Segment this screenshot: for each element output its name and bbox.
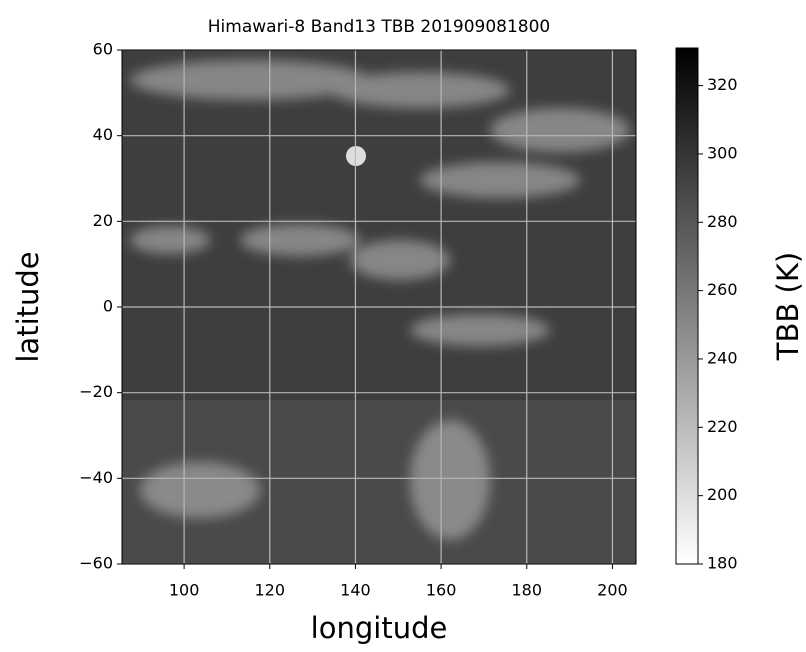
colorbar-tick-label: 220: [707, 417, 738, 436]
x-tick-label: 140: [340, 581, 371, 600]
y-axis-label: latitude: [11, 251, 45, 362]
y-tick-label: −40: [79, 468, 113, 487]
x-axis-label: longitude: [311, 611, 448, 645]
colorbar: [675, 47, 699, 565]
colorbar-tick-label: 260: [707, 280, 738, 299]
y-tick-label: 0: [103, 297, 113, 316]
x-tick-label: 120: [255, 581, 286, 600]
x-tick-label: 200: [597, 581, 628, 600]
y-tick-label: −60: [79, 554, 113, 573]
colorbar-tick-label: 320: [707, 75, 738, 94]
colorbar-tick-label: 240: [707, 348, 738, 367]
chart-title: Himawari-8 Band13 TBB 201909081800: [208, 17, 550, 37]
y-tick-label: 40: [93, 125, 113, 144]
x-tick-label: 160: [426, 581, 457, 600]
colorbar-tick-label: 200: [707, 485, 738, 504]
colorbar-tick-label: 180: [707, 554, 738, 573]
colorbar-tick-label: 300: [707, 143, 738, 162]
y-tick-label: 60: [93, 40, 113, 59]
y-tick-label: 20: [93, 211, 113, 230]
x-tick-label: 100: [169, 581, 200, 600]
y-tick-label: −20: [79, 382, 113, 401]
colorbar-tick-label: 280: [707, 212, 738, 231]
x-tick-label: 180: [512, 581, 543, 600]
colorbar-label: TBB (K): [771, 252, 805, 361]
